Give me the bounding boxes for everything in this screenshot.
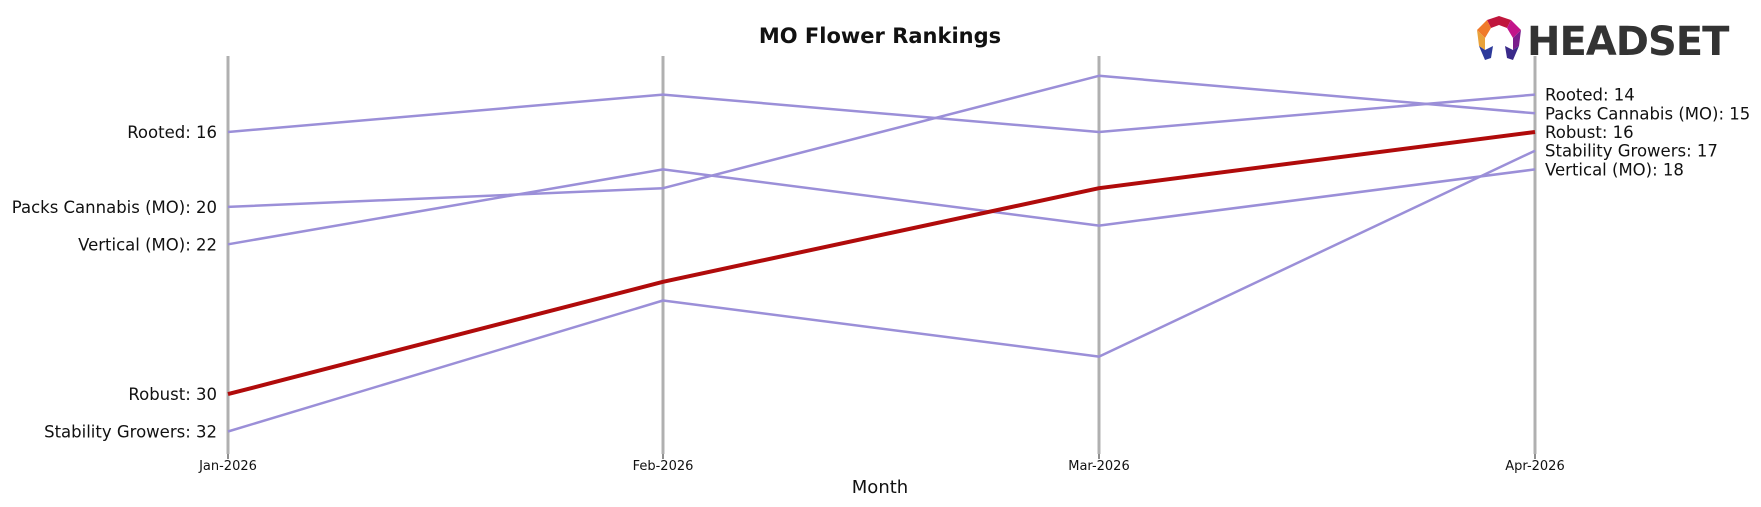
series-line-rooted [227, 93, 1536, 134]
right-label-stability-growers: Stability Growers: 17 [1545, 142, 1718, 161]
x-tick-label: Jan-2026 [198, 459, 257, 474]
left-label-rooted: Rooted: 16 [127, 123, 217, 142]
x-axis-label: Month [852, 477, 908, 498]
left-label-packs-cannabis-mo: Packs Cannabis (MO): 20 [12, 198, 217, 217]
headset-logo-mark-icon [1477, 16, 1521, 60]
series-line-stability-growers [227, 149, 1536, 433]
left-label-vertical-mo: Vertical (MO): 22 [78, 235, 217, 254]
right-label-vertical-mo: Vertical (MO): 18 [1545, 160, 1684, 179]
headset-logo-text: HEADSET [1527, 19, 1730, 65]
month-axis-lines [226, 56, 1537, 459]
chart-title: MO Flower Rankings [759, 24, 1001, 48]
series-line-robust [227, 130, 1536, 397]
x-tick-label: Apr-2026 [1505, 459, 1564, 474]
series-line-vertical-mo [227, 168, 1536, 246]
right-label-rooted: Rooted: 14 [1545, 86, 1635, 105]
headset-logo: HEADSET [1477, 16, 1731, 65]
left-label-robust: Robust: 30 [128, 385, 217, 404]
right-label-packs-cannabis-mo: Packs Cannabis (MO): 15 [1545, 104, 1750, 123]
left-label-stability-growers: Stability Growers: 32 [44, 423, 217, 442]
x-tick-label: Mar-2026 [1068, 459, 1129, 474]
x-tick-label: Feb-2026 [633, 459, 694, 474]
series-line-packs-cannabis-mo [227, 74, 1536, 209]
right-label-robust: Robust: 16 [1545, 123, 1634, 142]
x-tick-labels: Jan-2026 Feb-2026 Mar-2026 Apr-2026 [198, 459, 1565, 474]
series-lines [227, 74, 1536, 433]
rank-labels: Rooted: 16 Packs Cannabis (MO): 20 Vertica… [12, 86, 1751, 442]
